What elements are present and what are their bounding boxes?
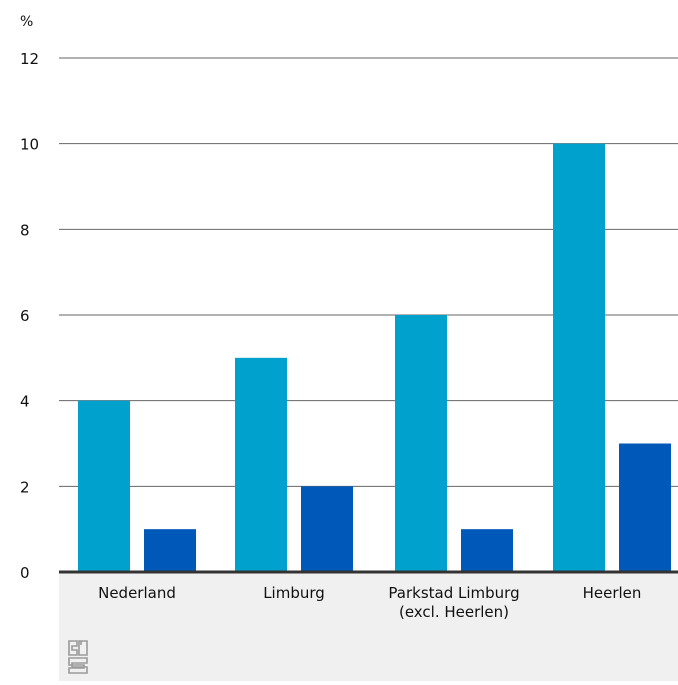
bar-series1-cat1 — [78, 400, 130, 572]
bar-series1-cat3 — [395, 315, 447, 572]
y-tick-label: 4 — [20, 393, 30, 411]
bars — [78, 143, 671, 572]
x-tick-label: Nederland — [98, 584, 176, 602]
y-tick-label: 12 — [20, 50, 39, 68]
y-unit-label: % — [20, 14, 33, 30]
x-tick-label: Limburg — [263, 584, 325, 602]
bar-series2-cat1 — [144, 529, 196, 572]
y-tick-label: 10 — [20, 136, 39, 154]
x-tick-label: Parkstad Limburg — [388, 584, 519, 602]
bar-series2-cat4 — [619, 443, 671, 572]
category-band — [59, 572, 678, 681]
bar-series2-cat2 — [301, 486, 353, 572]
y-tick-label: 6 — [20, 307, 30, 325]
x-tick-label: Heerlen — [583, 584, 642, 602]
y-tick-labels: 0 2 4 6 8 10 12 — [20, 50, 39, 582]
bar-series1-cat4 — [553, 143, 605, 572]
y-tick-label: 0 — [20, 564, 30, 582]
gridlines — [59, 57, 678, 487]
y-tick-label: 2 — [20, 478, 30, 496]
bar-series2-cat3 — [461, 529, 513, 572]
x-tick-labels: Nederland Limburg Parkstad Limburg(excl. H… — [98, 584, 641, 621]
y-tick-label: 8 — [20, 221, 30, 239]
cbs-logo — [68, 640, 88, 674]
bar-series1-cat2 — [235, 357, 287, 572]
x-tick-label: (excl. Heerlen) — [399, 603, 509, 621]
